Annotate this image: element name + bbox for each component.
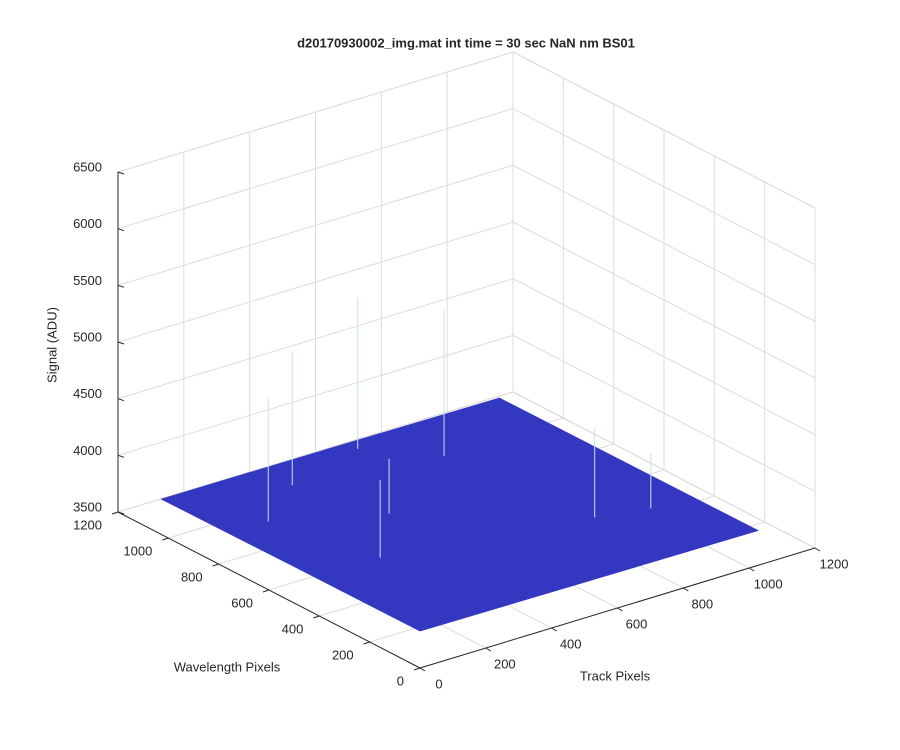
y-tick-label: 1000 bbox=[123, 543, 152, 558]
z-tick-label: 5500 bbox=[73, 273, 102, 288]
z-tick-label: 4000 bbox=[73, 443, 102, 458]
grid-line bbox=[512, 108, 816, 266]
y-tick-label: 200 bbox=[332, 647, 354, 662]
x-tick-label: 1000 bbox=[754, 576, 783, 591]
y-tick bbox=[111, 511, 119, 515]
x-tick bbox=[814, 547, 821, 552]
y-tick bbox=[363, 641, 370, 645]
z-tick-label: 6000 bbox=[73, 216, 102, 231]
z-tick-label: 3500 bbox=[73, 499, 102, 514]
grid-line bbox=[117, 221, 514, 343]
y-axis-label: Wavelength Pixels bbox=[174, 659, 281, 674]
grid-line bbox=[512, 334, 816, 492]
x-tick-label: 200 bbox=[494, 656, 516, 671]
z-tick-label: 4500 bbox=[73, 386, 102, 401]
grid-line bbox=[512, 51, 816, 209]
z-tick bbox=[117, 284, 125, 288]
x-tick-label: 600 bbox=[626, 616, 648, 631]
grid-line bbox=[512, 164, 816, 322]
grid-line bbox=[117, 164, 514, 286]
grid-line bbox=[117, 108, 514, 230]
z-tick bbox=[117, 454, 125, 458]
grid-line bbox=[512, 278, 816, 436]
y-tick bbox=[162, 537, 169, 541]
z-tick-label: 6500 bbox=[73, 159, 102, 174]
y-tick-label: 600 bbox=[231, 595, 253, 610]
z-tick bbox=[117, 228, 125, 232]
grid-line bbox=[117, 278, 514, 400]
x-tick-label: 1200 bbox=[820, 556, 849, 571]
surface bbox=[160, 297, 760, 632]
x-tick bbox=[419, 667, 426, 672]
z-tick-label: 5000 bbox=[73, 329, 102, 344]
grid-line bbox=[512, 391, 816, 549]
chart-title: d20170930002_img.mat int time = 30 sec N… bbox=[297, 35, 635, 50]
z-tick bbox=[117, 341, 125, 345]
grid-line bbox=[117, 51, 514, 173]
y-tick bbox=[212, 563, 219, 567]
x-tick-label: 400 bbox=[560, 636, 582, 651]
y-tick bbox=[313, 615, 320, 619]
x-tick bbox=[748, 567, 755, 572]
z-tick bbox=[117, 511, 125, 515]
y-tick-label: 1200 bbox=[73, 517, 102, 532]
grid-line bbox=[117, 334, 514, 456]
y-tick-label: 0 bbox=[397, 673, 404, 688]
y-tick-label: 800 bbox=[181, 569, 203, 584]
y-tick bbox=[413, 667, 421, 671]
x-tick bbox=[617, 607, 623, 612]
y-tick bbox=[262, 589, 270, 593]
z-axis-label: Signal (ADU) bbox=[44, 307, 59, 383]
x-tick-label: 0 bbox=[435, 676, 442, 691]
z-tick bbox=[117, 171, 125, 175]
axes: 0 200 400 600 800 1000 1200 0 200 400 600 800 1000 12… bbox=[73, 159, 848, 691]
x-tick bbox=[551, 627, 557, 632]
z-tick bbox=[117, 398, 125, 402]
x-tick bbox=[485, 647, 492, 652]
x-tick bbox=[683, 587, 689, 592]
x-tick-label: 800 bbox=[691, 596, 713, 611]
surface-patch bbox=[289, 513, 591, 632]
grid-line bbox=[512, 221, 816, 379]
x-axis-label: Track Pixels bbox=[580, 668, 651, 683]
y-tick-label: 400 bbox=[282, 621, 304, 636]
